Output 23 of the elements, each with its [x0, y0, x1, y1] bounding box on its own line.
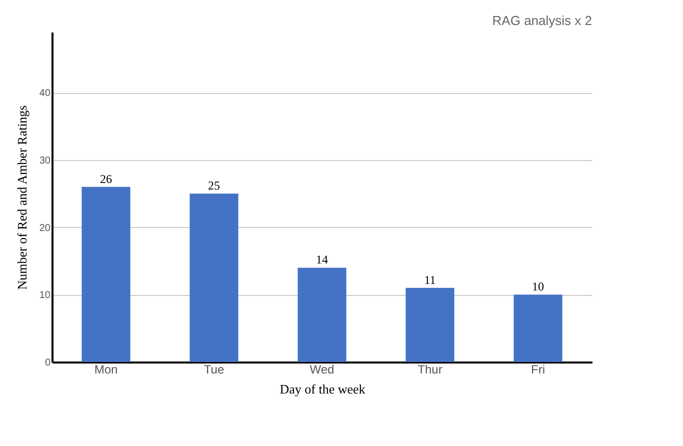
data-label: 11 — [424, 272, 436, 287]
x-tick-label: Tue — [204, 362, 224, 376]
bar — [82, 186, 130, 362]
data-label: 25 — [208, 178, 220, 193]
x-tick-label: Thur — [418, 362, 442, 376]
bar — [298, 268, 346, 362]
data-label: 14 — [316, 252, 328, 267]
y-tick-label: 20 — [39, 222, 51, 234]
y-tick-label: 30 — [39, 155, 51, 166]
y-tick-label: 40 — [39, 88, 51, 100]
bar — [514, 294, 562, 362]
x-tick-label: Wed — [310, 362, 334, 376]
bar — [190, 194, 238, 362]
data-label: 26 — [100, 172, 112, 186]
x-axis-title: Day of the week — [280, 382, 366, 396]
y-tick-label: 0 — [44, 358, 51, 368]
y-tick-label: 10 — [39, 290, 51, 302]
x-tick-label: Fri — [531, 362, 545, 376]
data-label: 10 — [532, 280, 544, 294]
bar — [406, 288, 454, 362]
x-tick-label: Mon — [94, 362, 118, 376]
chart-title: RAG analysis x 2 — [492, 13, 592, 28]
y-axis-title: Number of Red and Amber Ratings — [14, 105, 30, 290]
